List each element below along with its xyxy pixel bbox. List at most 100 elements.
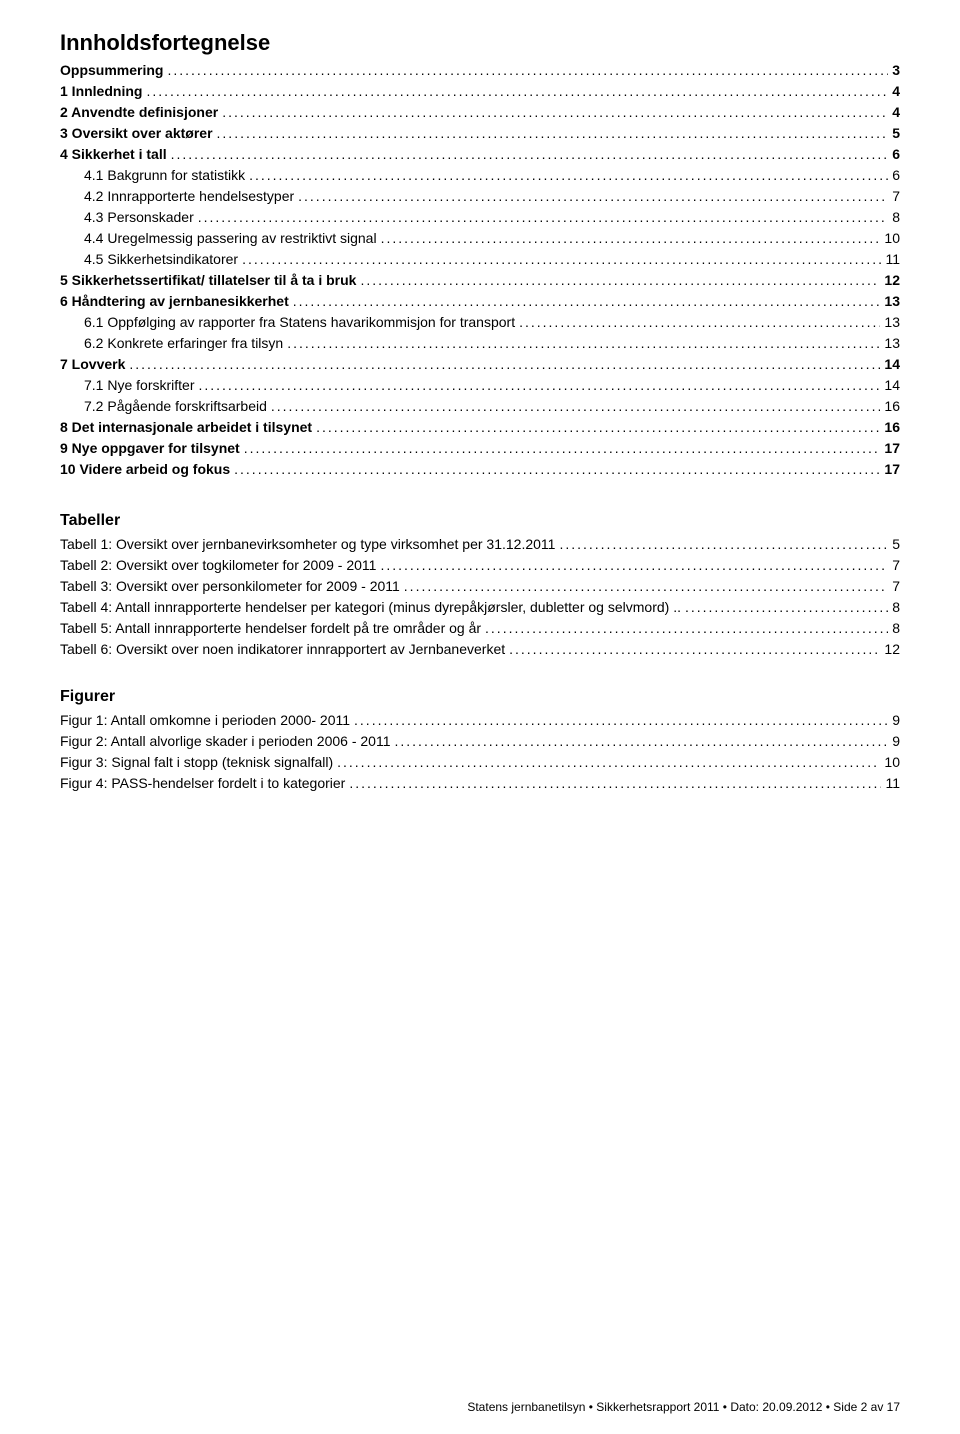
figure-entry-label: Figur 3: Signal falt i stopp (teknisk si… — [60, 752, 333, 773]
toc-page-number: 7 — [892, 186, 900, 207]
toc-label: 4 Sikkerhet i tall — [60, 144, 167, 165]
toc-page-number: 10 — [884, 228, 900, 249]
toc-label: 3 Oversikt over aktører — [60, 123, 213, 144]
figure-leader-dots — [354, 710, 888, 731]
figure-entry-label: Figur 4: PASS-hendelser fordelt i to kat… — [60, 773, 345, 794]
table-entry: Tabell 3: Oversikt over personkilometer … — [60, 576, 900, 597]
toc-page-number: 13 — [884, 312, 900, 333]
toc-entry: 10 Videre arbeid og fokus 17 — [60, 459, 900, 480]
page-title: Innholdsfortegnelse — [60, 30, 900, 56]
table-entry-label: Tabell 3: Oversikt over personkilometer … — [60, 576, 400, 597]
toc-leader-dots — [316, 417, 880, 438]
table-entry-page: 12 — [884, 639, 900, 660]
table-entry-label: Tabell 2: Oversikt over togkilometer for… — [60, 555, 376, 576]
toc-label: 10 Videre arbeid og fokus — [60, 459, 230, 480]
figure-entry: Figur 1: Antall omkomne i perioden 2000-… — [60, 710, 900, 731]
table-leader-dots — [559, 534, 888, 555]
toc-leader-dots — [171, 144, 889, 165]
toc-leader-dots — [360, 270, 880, 291]
toc-leader-dots — [287, 333, 880, 354]
toc-leader-dots — [249, 165, 888, 186]
toc-entry: 7.1 Nye forskrifter14 — [60, 375, 900, 396]
toc-page-number: 17 — [884, 438, 900, 459]
toc-entry: 1 Innledning4 — [60, 81, 900, 102]
toc-entry: 4 Sikkerhet i tall 6 — [60, 144, 900, 165]
page-footer: Statens jernbanetilsyn • Sikkerhetsrappo… — [467, 1400, 900, 1414]
toc-page-number: 16 — [884, 396, 900, 417]
toc-entry: 4.5 Sikkerhetsindikatorer11 — [60, 249, 900, 270]
toc-label: 2 Anvendte definisjoner — [60, 102, 218, 123]
toc-entry: 4.2 Innrapporterte hendelsestyper 7 — [60, 186, 900, 207]
toc-leader-dots — [381, 228, 881, 249]
toc-entry: Oppsummering3 — [60, 60, 900, 81]
toc-leader-dots — [198, 375, 880, 396]
toc-leader-dots — [198, 207, 888, 228]
toc-page-number: 8 — [892, 207, 900, 228]
toc-page-number: 6 — [892, 144, 900, 165]
table-entry-page: 7 — [892, 576, 900, 597]
toc-label: 4.1 Bakgrunn for statistikk — [84, 165, 245, 186]
figures-heading: Figurer — [60, 688, 900, 706]
table-entry: Tabell 1: Oversikt over jernbanevirksomh… — [60, 534, 900, 555]
figure-entry: Figur 2: Antall alvorlige skader i perio… — [60, 731, 900, 752]
table-leader-dots — [685, 597, 888, 618]
toc-label: 4.3 Personskader — [84, 207, 194, 228]
table-entry-label: Tabell 1: Oversikt over jernbanevirksomh… — [60, 534, 555, 555]
figure-entry-page: 9 — [892, 710, 900, 731]
toc-page-number: 4 — [892, 102, 900, 123]
toc-label: 8 Det internasjonale arbeidet i tilsynet — [60, 417, 312, 438]
toc-page-number: 12 — [884, 270, 900, 291]
table-entry: Tabell 5: Antall innrapporterte hendelse… — [60, 618, 900, 639]
toc-page-number: 11 — [885, 249, 900, 270]
figure-entry-label: Figur 1: Antall omkomne i perioden 2000-… — [60, 710, 350, 731]
toc-label: 5 Sikkerhetssertifikat/ tillatelser til … — [60, 270, 356, 291]
figure-entry-page: 11 — [885, 773, 900, 794]
toc-leader-dots — [242, 249, 881, 270]
toc-label: 6.2 Konkrete erfaringer fra tilsyn — [84, 333, 283, 354]
toc-leader-dots — [234, 459, 880, 480]
table-entry-page: 5 — [892, 534, 900, 555]
toc-entry: 4.3 Personskader 8 — [60, 207, 900, 228]
toc-page-number: 17 — [884, 459, 900, 480]
table-leader-dots — [380, 555, 888, 576]
table-leader-dots — [509, 639, 880, 660]
toc-leader-dots — [217, 123, 889, 144]
toc-label: 7 Lovverk — [60, 354, 125, 375]
toc-entry: 9 Nye oppgaver for tilsynet 17 — [60, 438, 900, 459]
figure-entry-page: 9 — [892, 731, 900, 752]
figures-list: Figur 1: Antall omkomne i perioden 2000-… — [60, 710, 900, 794]
table-of-contents: Oppsummering31 Innledning42 Anvendte def… — [60, 60, 900, 480]
toc-page-number: 13 — [884, 291, 900, 312]
table-entry-label: Tabell 4: Antall innrapporterte hendelse… — [60, 597, 681, 618]
toc-leader-dots — [167, 60, 888, 81]
tables-list: Tabell 1: Oversikt over jernbanevirksomh… — [60, 534, 900, 660]
table-entry: Tabell 4: Antall innrapporterte hendelse… — [60, 597, 900, 618]
toc-label: 4.4 Uregelmessig passering av restriktiv… — [84, 228, 377, 249]
toc-entry: 6.1 Oppfølging av rapporter fra Statens … — [60, 312, 900, 333]
toc-leader-dots — [222, 102, 888, 123]
figure-entry: Figur 4: PASS-hendelser fordelt i to kat… — [60, 773, 900, 794]
toc-page-number: 5 — [892, 123, 900, 144]
toc-label: 1 Innledning — [60, 81, 142, 102]
toc-entry: 6 Håndtering av jernbanesikkerhet13 — [60, 291, 900, 312]
toc-leader-dots — [519, 312, 880, 333]
toc-entry: 5 Sikkerhetssertifikat/ tillatelser til … — [60, 270, 900, 291]
toc-page-number: 14 — [884, 354, 900, 375]
toc-entry: 3 Oversikt over aktører 5 — [60, 123, 900, 144]
toc-entry: 4.1 Bakgrunn for statistikk6 — [60, 165, 900, 186]
toc-entry: 2 Anvendte definisjoner 4 — [60, 102, 900, 123]
toc-entry: 8 Det internasjonale arbeidet i tilsynet… — [60, 417, 900, 438]
toc-leader-dots — [293, 291, 881, 312]
table-entry-label: Tabell 5: Antall innrapporterte hendelse… — [60, 618, 481, 639]
toc-leader-dots — [271, 396, 881, 417]
toc-label: 9 Nye oppgaver for tilsynet — [60, 438, 240, 459]
toc-page-number: 3 — [892, 60, 900, 81]
toc-label: 7.2 Pågående forskriftsarbeid — [84, 396, 267, 417]
figure-entry: Figur 3: Signal falt i stopp (teknisk si… — [60, 752, 900, 773]
toc-label: 4.2 Innrapporterte hendelsestyper — [84, 186, 294, 207]
toc-label: 6.1 Oppfølging av rapporter fra Statens … — [84, 312, 515, 333]
toc-leader-dots — [298, 186, 888, 207]
figure-leader-dots — [337, 752, 880, 773]
toc-leader-dots — [129, 354, 880, 375]
toc-leader-dots — [244, 438, 881, 459]
